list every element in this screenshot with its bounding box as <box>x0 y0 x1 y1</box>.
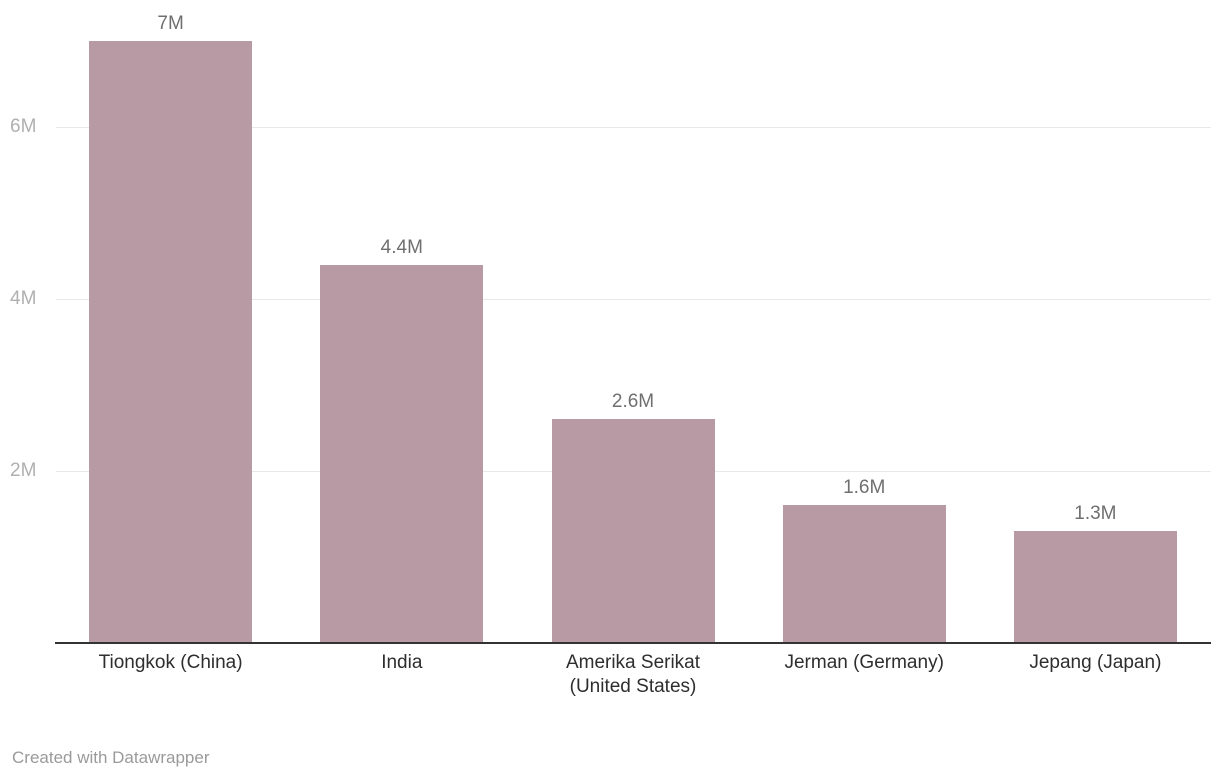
x-axis-category-label: Amerika Serikat (United States) <box>565 652 701 697</box>
bar-value-label: 4.4M <box>380 236 423 258</box>
bar <box>1013 531 1177 643</box>
bar <box>551 419 715 643</box>
bar <box>782 505 946 643</box>
x-axis-line <box>55 642 1211 644</box>
bar-value-label: 1.3M <box>1074 503 1117 525</box>
y-axis-tick-label: 2M <box>10 460 37 481</box>
x-axis-category-label: Tiongkok (China) <box>98 652 243 673</box>
x-axis-category-label: Jerman (Germany) <box>784 652 944 673</box>
gridline <box>56 127 1211 128</box>
bar <box>89 41 253 643</box>
datawrapper-credit-link[interactable]: Created with Datawrapper <box>12 748 210 767</box>
bar-value-label: 1.6M <box>843 477 886 499</box>
gridline <box>56 299 1211 300</box>
x-axis-category-label: India <box>381 652 423 673</box>
bar-value-label: 2.6M <box>611 391 655 413</box>
y-axis-tick-label: 6M <box>10 116 37 137</box>
bar <box>320 264 484 643</box>
x-axis-category-label: Jepang (Japan) <box>1029 652 1162 673</box>
bar-value-label: 7M <box>157 13 184 34</box>
y-axis-tick-label: 4M <box>10 288 37 309</box>
